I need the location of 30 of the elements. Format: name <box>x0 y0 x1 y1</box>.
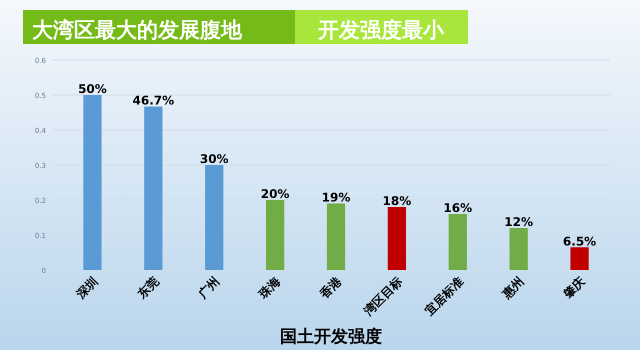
bar <box>448 214 467 270</box>
bar <box>83 95 102 270</box>
bar <box>266 200 284 270</box>
x-tick-label: 惠州 <box>499 274 527 302</box>
bar <box>388 207 406 270</box>
data-label: 18% <box>382 194 412 208</box>
data-label: 50% <box>78 82 107 96</box>
data-label: 20% <box>260 187 290 201</box>
x-tick-label: 肇庆 <box>560 274 588 302</box>
data-label: 12% <box>504 215 534 229</box>
bar <box>570 247 589 270</box>
data-label: 46.7% <box>132 94 174 108</box>
x-tick-label: 广州 <box>194 274 222 302</box>
data-label: 19% <box>322 190 350 204</box>
bar <box>510 228 528 270</box>
data-label: 30% <box>200 152 229 166</box>
x-tick-label: 东莞 <box>134 274 162 302</box>
x-tick-label: 珠海 <box>256 274 284 302</box>
x-tick-label: 宜居标准 <box>422 274 466 318</box>
chart-subtitle: 开发强度最小 <box>317 18 445 42</box>
data-label: 6.5% <box>562 234 596 248</box>
x-tick-label: 湾区目标 <box>360 274 406 319</box>
bar <box>144 106 162 270</box>
chart-title: 大湾区最大的发展腹地 <box>32 18 243 42</box>
x-axis-title: 国土开发强度 <box>280 327 382 347</box>
x-tick-label: 香港 <box>316 274 345 302</box>
x-tick-label: 深圳 <box>72 274 101 302</box>
data-label: 16% <box>443 201 472 215</box>
bar <box>205 165 224 270</box>
bar <box>326 204 346 270</box>
